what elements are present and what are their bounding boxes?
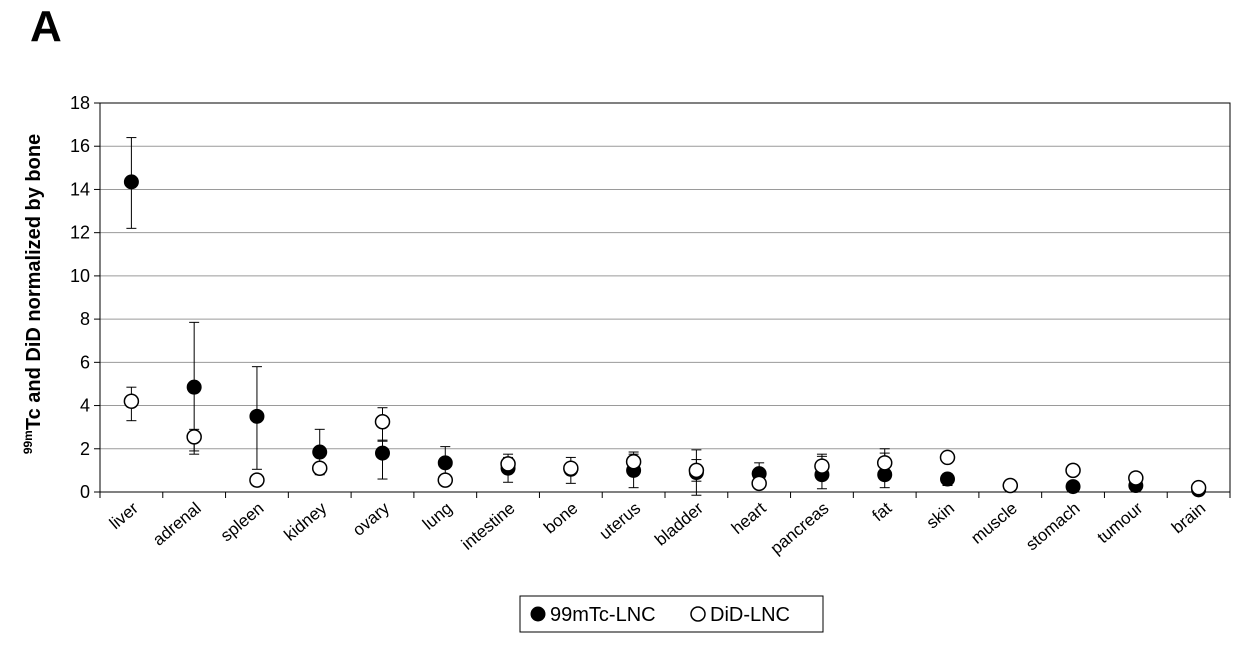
panel-letter: A [30, 2, 62, 51]
point-did-lnc-intestine [500, 456, 516, 472]
point-did-lnc-lung [437, 472, 454, 488]
point-99mtc-lnc-liver [123, 174, 139, 190]
grid-layer [100, 102, 1230, 450]
point-did-lnc-heart [751, 475, 767, 492]
point-did-lnc-fat [876, 455, 893, 471]
legend-label-did-lnc: DiD-LNC [710, 604, 790, 626]
y-tick-label: 18 [70, 93, 90, 113]
x-tick-label-liver: liver [106, 498, 142, 533]
point-99mtc-lnc-spleen [249, 408, 265, 424]
point-did-lnc-brain [1190, 479, 1207, 496]
point-did-lnc-stomach [1065, 462, 1081, 479]
x-tick-label-tumour: tumour [1094, 498, 1147, 547]
y-tick-label: 4 [80, 396, 90, 416]
legend-marker-did-lnc [690, 606, 706, 622]
x-tick-label-ovary: ovary [349, 498, 393, 540]
legend-marker-99mtc-lnc [530, 606, 546, 622]
point-did-lnc-tumour [1128, 470, 1144, 486]
x-tick-label-fat: fat [869, 498, 896, 525]
x-tick-label-adrenal: adrenal [149, 499, 205, 550]
x-tick-label-muscle: muscle [967, 499, 1020, 548]
point-did-lnc-adrenal [186, 429, 202, 445]
errorbar-layer [126, 137, 1204, 496]
y-axis-label-superscript: 99m [21, 430, 35, 454]
point-did-lnc-uterus [625, 453, 642, 470]
x-tick-label-pancreas: pancreas [767, 499, 833, 559]
point-did-lnc-kidney [311, 460, 328, 476]
y-tick-label: 14 [70, 179, 90, 199]
point-99mtc-lnc-stomach [1065, 479, 1081, 495]
x-tick-label-intestine: intestine [458, 499, 519, 554]
point-did-lnc-pancreas [814, 458, 830, 474]
point-did-lnc-bladder [688, 462, 705, 479]
x-tick-label-lung: lung [419, 499, 456, 534]
y-tick-label: 16 [70, 136, 90, 156]
legend-box [519, 595, 824, 633]
x-tick-label-brain: brain [1168, 499, 1209, 538]
point-99mtc-lnc-ovary [375, 445, 390, 461]
y-tick-label: 0 [80, 482, 90, 502]
marker-layer [123, 174, 1207, 498]
point-did-lnc-skin [939, 449, 956, 466]
y-tick-label: 6 [80, 352, 90, 372]
y-axis-label: 99mTc and DiD normalized by bone [21, 134, 45, 454]
y-tick-label: 2 [80, 439, 90, 459]
x-tick-label-stomach: stomach [1022, 499, 1083, 555]
point-did-lnc-liver [123, 393, 140, 409]
point-did-lnc-bone [563, 460, 579, 476]
axis-layer [94, 102, 1231, 498]
point-did-lnc-muscle [1002, 477, 1019, 494]
point-99mtc-lnc-lung [437, 455, 453, 471]
x-tick-label-bone: bone [540, 499, 581, 538]
x-tick-label-uterus: uterus [596, 499, 644, 544]
legend-label-99mtc-lnc: 99mTc-LNC [550, 604, 656, 626]
point-99mtc-lnc-adrenal [186, 379, 202, 395]
x-tick-label-kidney: kidney [280, 498, 330, 544]
point-99mtc-lnc-skin [940, 471, 955, 487]
point-did-lnc-ovary [374, 414, 391, 430]
y-tick-label: 8 [80, 309, 90, 329]
x-tick-label-bladder: bladder [651, 498, 707, 549]
point-99mtc-lnc-kidney [312, 444, 328, 460]
y-tick-label: 12 [70, 223, 90, 243]
plot-frame [99, 102, 1231, 493]
x-tick-label-skin: skin [923, 499, 958, 533]
x-tick-label-spleen: spleen [217, 499, 268, 546]
point-did-lnc-spleen [249, 472, 265, 488]
label-layer: 0 2 4 6 8 10 12 14 16 18 liver adrenal spleen kidney o… [70, 93, 1209, 558]
legend: 99mTc-LNC DiD-LNC [519, 595, 824, 633]
x-tick-label-heart: heart [728, 498, 770, 538]
y-axis-label-main: Tc and DiD normalized by bone [23, 134, 45, 430]
y-tick-label: 10 [70, 266, 90, 286]
